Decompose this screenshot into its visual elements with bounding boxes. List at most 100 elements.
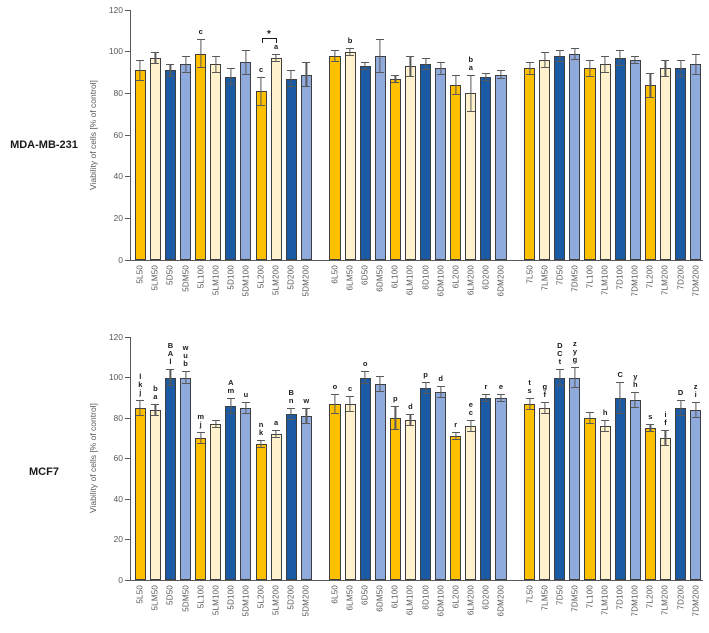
bar (554, 55, 566, 260)
bar-cell: w u b 5DM50 (179, 337, 192, 612)
error-bar (540, 401, 549, 414)
error-bar (391, 405, 400, 431)
bar-cell: b a 5LM50 (149, 337, 162, 610)
significance-letters: o (333, 382, 338, 391)
x-tick-label: 7D200 (676, 585, 686, 610)
significance-letters: a (274, 419, 278, 427)
error-bar (661, 60, 670, 77)
y-tick-label: 60 (113, 453, 123, 463)
error-bar (302, 62, 311, 88)
bar-cell: h 7LM100 (599, 337, 612, 615)
error-bar (181, 55, 190, 73)
bar (149, 409, 161, 580)
error-bar (421, 57, 430, 71)
significance-letters: C (617, 370, 622, 379)
error-bar (330, 393, 339, 414)
error-bar (570, 47, 579, 60)
significance-letters: d (408, 402, 413, 411)
significance-letter: f (664, 418, 667, 428)
bar-cell: 7L100 (584, 10, 597, 288)
x-tick-label: 5DM100 (241, 265, 251, 297)
significance-letter: c (198, 27, 203, 37)
x-tick-label: 7L100 (585, 585, 595, 609)
x-tick-label: 5DM100 (241, 585, 251, 617)
significance-letter: e (498, 381, 504, 391)
significance-letters: d (438, 373, 443, 383)
bar-cell: 7D200 (674, 10, 687, 290)
x-tick-label: 5LM100 (211, 265, 221, 296)
bar (359, 377, 371, 580)
bar-cell: 6DM200 (495, 10, 508, 296)
significance-letter: z (693, 381, 698, 391)
significance-letter: z (573, 339, 577, 349)
x-tick-label: 6DM50 (375, 265, 385, 292)
significance-letter: D (677, 387, 684, 397)
y-tick-label: 20 (113, 534, 123, 544)
bar-cell: d 6LM100 (404, 337, 417, 615)
significance-letter: h (602, 408, 608, 418)
error-bar (601, 420, 610, 433)
y-tick-label: 40 (113, 171, 123, 182)
bar-cell: D 7D200 (674, 337, 687, 610)
x-tick-label: 5L200 (256, 585, 266, 609)
bar-cell: 6DM50 (374, 337, 387, 612)
bar (210, 424, 222, 580)
error-bar (376, 39, 385, 73)
y-tick-mark (124, 217, 130, 219)
bar (419, 387, 432, 580)
bar (450, 85, 462, 260)
bar-cell: 6L200 (449, 10, 462, 288)
bar-cell: z y g 7DM50 (569, 337, 582, 612)
significance-letter: b (347, 35, 353, 45)
error-bar (451, 432, 460, 441)
x-tick-label: 5LM50 (150, 265, 160, 291)
bar (644, 428, 656, 580)
bar (539, 407, 551, 580)
bar-cell: u 5DM100 (240, 337, 253, 616)
bar (554, 377, 566, 580)
significance-letter: w (182, 343, 189, 353)
bar (539, 60, 551, 260)
bar-cell: 5D50 (164, 10, 177, 285)
error-bar (391, 74, 400, 83)
bar (465, 426, 477, 580)
x-tick-label: 7L100 (585, 265, 595, 289)
x-tick-label: 7LM100 (600, 585, 610, 616)
y-tick-mark (124, 539, 130, 540)
bar-group: 5L50 5LM50 5D50 5DM50 c 5L100 5LM100 5D100 5DM10… (134, 10, 313, 296)
error-bar (586, 411, 595, 425)
error-bar (302, 407, 311, 425)
x-tick-label: 7DM100 (630, 265, 640, 297)
x-tick-label: 6DM200 (496, 265, 506, 297)
error-bar (211, 420, 220, 429)
significance-letter: l (169, 357, 172, 367)
significance-letters: c (199, 28, 203, 36)
bar-cell: 7DM100 (629, 10, 642, 296)
significance-letter: B (288, 387, 294, 397)
significance-letter: d (438, 373, 443, 383)
significance-letter: w (303, 395, 310, 405)
bar (180, 64, 192, 260)
bar-cell: b a 6LM200 (465, 10, 478, 295)
significance-letter: y (572, 347, 577, 357)
error-bar (436, 385, 445, 398)
bar-cell: C 7D100 (614, 337, 627, 610)
x-tick-label: 7DM50 (570, 585, 580, 612)
x-tick-label: 6D100 (421, 265, 431, 290)
x-tick-label: 6L100 (390, 265, 400, 289)
bar (285, 413, 297, 580)
bar (255, 91, 267, 260)
bar-cell: m j 5L100 (194, 337, 207, 608)
significance-asterisk: * (267, 29, 271, 41)
significance-letter: A (228, 377, 234, 387)
bar (134, 407, 146, 580)
bar-cell: a 5LM200 (270, 10, 283, 295)
bar (359, 66, 371, 260)
error-bar (181, 371, 190, 384)
